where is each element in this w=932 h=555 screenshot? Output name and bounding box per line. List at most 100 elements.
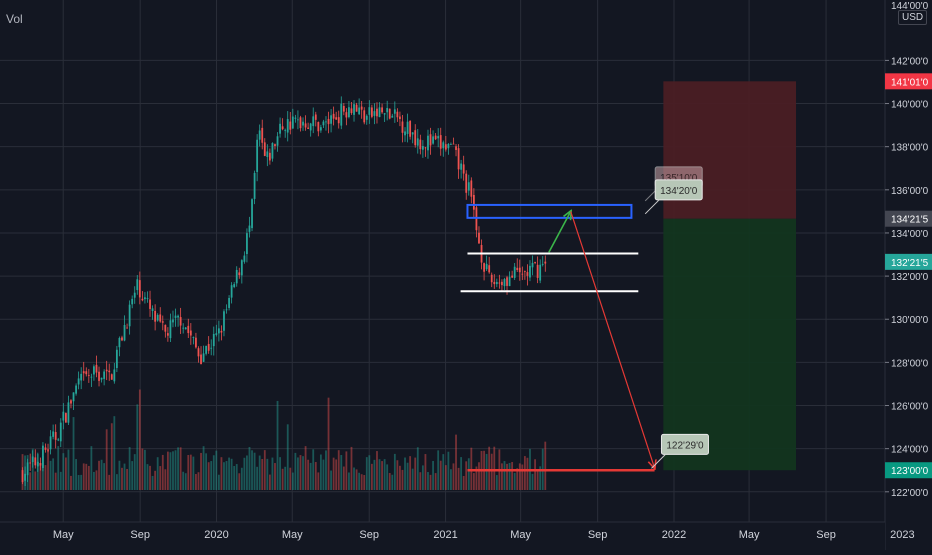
candle-body <box>103 371 106 379</box>
volume-bar <box>80 474 83 490</box>
candle-body <box>85 371 88 375</box>
volume-bar <box>29 472 32 490</box>
candle-body <box>503 279 506 287</box>
volume-bar <box>506 463 508 490</box>
volume-bar <box>98 460 100 490</box>
candle-body <box>62 411 65 421</box>
candle-body <box>98 371 100 381</box>
candle-body <box>182 327 185 329</box>
volume-bar <box>286 424 289 490</box>
candle-body <box>220 330 223 333</box>
volume-bar <box>511 462 514 490</box>
volume-bar <box>478 462 480 490</box>
candle-body <box>437 136 440 139</box>
candle-body <box>495 281 498 285</box>
volume-bar <box>429 474 432 490</box>
volume-bar <box>131 461 134 490</box>
candle-body <box>501 281 503 286</box>
volume-bar <box>215 450 218 490</box>
candle-body <box>26 462 29 476</box>
volume-bar <box>289 467 292 490</box>
volume-indicator-label[interactable]: Vol <box>6 12 23 26</box>
volume-bar <box>141 448 144 490</box>
candle-body <box>93 366 95 375</box>
volume-bar <box>388 473 391 490</box>
candle-body <box>353 104 355 115</box>
volume-bar <box>386 464 389 490</box>
candle-body <box>31 456 34 463</box>
volume-bar <box>161 454 164 490</box>
price-callout[interactable]: 134'20'0 <box>644 179 703 215</box>
candle-body <box>513 266 516 278</box>
candle-body <box>536 264 539 278</box>
volume-bar <box>411 468 414 490</box>
candle-body <box>322 121 325 126</box>
volume-bar <box>54 472 57 490</box>
candle-body <box>396 111 399 118</box>
candle-body <box>172 319 174 323</box>
volume-bar <box>526 457 529 490</box>
volume-bar <box>235 464 238 490</box>
candle-body <box>36 461 39 467</box>
candle-body <box>444 144 447 150</box>
volume-bar <box>391 474 394 490</box>
candle-body <box>450 144 452 146</box>
candle-body <box>360 106 363 110</box>
currency-button[interactable]: USD <box>898 10 928 25</box>
price-axis-label: 122'00'0 <box>891 488 929 499</box>
volume-bar <box>299 455 302 490</box>
bearish-arrow <box>570 211 655 468</box>
volume-bar <box>210 461 213 490</box>
price-label-text: 132'21'5 <box>891 258 929 269</box>
candle-body <box>427 135 429 151</box>
candle-body <box>498 282 501 284</box>
volume-bar <box>493 446 496 490</box>
volume-bar <box>256 466 259 490</box>
candle-body <box>42 445 44 468</box>
volume-bar <box>251 450 253 490</box>
candle-body <box>215 333 218 335</box>
volume-bar <box>100 459 103 490</box>
price-callout[interactable]: 122'29'0 <box>651 433 709 469</box>
candle-body <box>506 277 508 286</box>
price-axis-label-partial: 144'00'0 <box>891 1 929 12</box>
volume-bar <box>52 458 55 490</box>
volume-bar <box>136 404 139 490</box>
candle-body <box>210 347 213 349</box>
volume-bar <box>274 463 276 490</box>
candle-body <box>266 151 269 157</box>
volume-bar <box>123 463 126 490</box>
volume-bar <box>187 454 190 490</box>
volume-bar <box>342 466 345 490</box>
candle-body <box>399 116 401 120</box>
candle-body <box>319 127 322 131</box>
volume-bar <box>452 463 455 490</box>
candle-body <box>348 107 350 118</box>
candle-body <box>24 473 26 481</box>
candle-body <box>54 432 57 440</box>
candle-body <box>355 104 358 112</box>
candle-body <box>21 470 24 483</box>
volume-bar <box>133 454 136 490</box>
volume-bar <box>309 462 312 490</box>
candle-body <box>404 131 406 136</box>
price-axis-label: 142'00'0 <box>891 56 929 67</box>
candle-body <box>429 134 432 146</box>
volume-bar <box>184 473 187 490</box>
candle-body <box>327 118 330 125</box>
candle-body <box>378 107 381 118</box>
candle-body <box>391 115 394 118</box>
candle-body <box>189 330 192 336</box>
volume-bar <box>314 462 317 490</box>
candle-body <box>154 310 157 322</box>
volume-bar <box>146 464 149 490</box>
candle-body <box>409 120 412 137</box>
candle-body <box>289 121 292 130</box>
candle-body <box>72 392 75 402</box>
volume-bar <box>455 434 457 490</box>
candle-body <box>44 447 47 450</box>
candle-body <box>228 297 230 308</box>
price-axis-background <box>885 0 932 550</box>
